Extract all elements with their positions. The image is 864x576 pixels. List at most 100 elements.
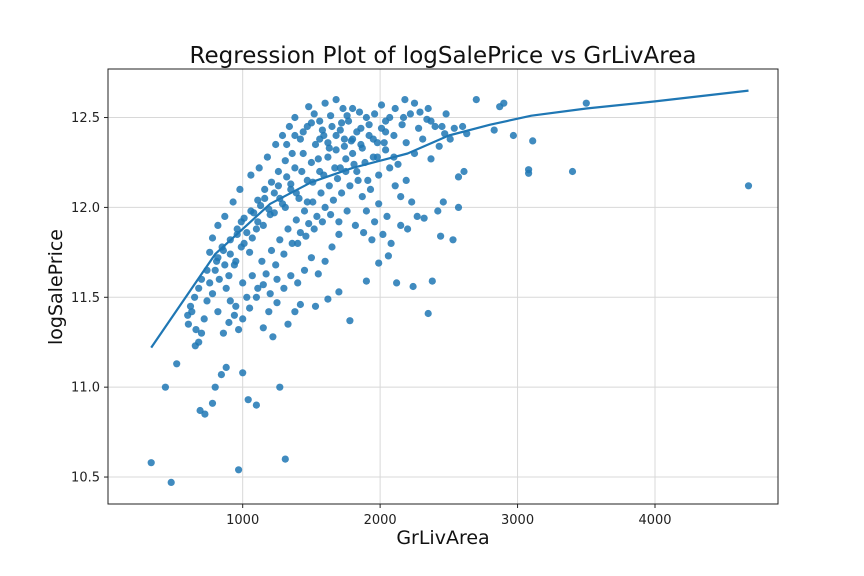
- data-point: [325, 182, 333, 190]
- data-point: [285, 122, 293, 131]
- data-point: [246, 248, 254, 256]
- data-point: [296, 229, 304, 237]
- data-point: [213, 257, 221, 265]
- data-point: [314, 155, 322, 163]
- data-point: [292, 216, 300, 224]
- data-point: [300, 266, 309, 274]
- data-point: [230, 311, 238, 319]
- data-point: [424, 104, 432, 113]
- data-point: [349, 104, 357, 113]
- data-point: [404, 225, 412, 233]
- y-axis-label: logSalePrice: [45, 229, 67, 345]
- data-point: [217, 371, 225, 379]
- data-point: [208, 399, 217, 407]
- data-point: [371, 110, 379, 118]
- data-point: [340, 142, 348, 150]
- data-point: [446, 135, 454, 143]
- data-point: [346, 317, 354, 325]
- data-point: [195, 338, 203, 346]
- data-point: [382, 117, 390, 125]
- data-point: [284, 320, 292, 328]
- data-point: [313, 212, 321, 220]
- data-point: [449, 236, 457, 244]
- data-point: [248, 234, 256, 242]
- data-point: [386, 164, 394, 172]
- data-point: [300, 207, 309, 215]
- data-point: [246, 304, 254, 312]
- data-point: [353, 167, 361, 176]
- data-point: [261, 194, 269, 202]
- data-point: [399, 113, 408, 122]
- data-point: [191, 293, 199, 301]
- data-point: [221, 212, 229, 220]
- data-point: [252, 401, 260, 409]
- data-point: [259, 281, 267, 289]
- data-point: [438, 122, 446, 131]
- data-point: [344, 117, 353, 125]
- data-point: [362, 113, 370, 122]
- data-point: [206, 248, 214, 256]
- data-point: [167, 478, 175, 486]
- data-point: [316, 117, 324, 125]
- data-point: [270, 189, 278, 197]
- data-point: [229, 198, 237, 206]
- data-point: [233, 225, 241, 233]
- data-point: [373, 139, 381, 147]
- data-point: [280, 250, 288, 258]
- data-point: [442, 110, 450, 118]
- data-point: [327, 112, 335, 120]
- data-point: [394, 160, 402, 168]
- plot-frame: [107, 68, 779, 505]
- data-point: [410, 99, 419, 107]
- data-point: [431, 122, 439, 131]
- data-point: [307, 254, 315, 262]
- data-point: [252, 293, 260, 301]
- data-point: [291, 131, 299, 140]
- data-point: [261, 185, 269, 193]
- data-point: [273, 299, 281, 307]
- data-point: [328, 243, 336, 251]
- data-point: [450, 124, 458, 132]
- data-point: [305, 220, 313, 228]
- data-point: [415, 124, 423, 132]
- data-point: [254, 218, 262, 226]
- data-point: [273, 275, 281, 283]
- data-point: [336, 164, 344, 172]
- data-point: [291, 113, 299, 122]
- data-point: [342, 155, 350, 163]
- data-point: [197, 329, 206, 337]
- data-point: [281, 455, 289, 463]
- data-point: [309, 198, 317, 206]
- data-point: [284, 225, 292, 233]
- data-point: [428, 277, 436, 285]
- data-point: [248, 272, 256, 280]
- data-point: [276, 236, 284, 244]
- data-point: [200, 315, 208, 323]
- data-point: [281, 203, 289, 211]
- data-point: [259, 324, 267, 332]
- data-point: [239, 279, 247, 287]
- data-point: [310, 110, 318, 118]
- data-point: [380, 139, 388, 147]
- data-point: [276, 383, 284, 391]
- data-point: [257, 202, 265, 210]
- y-axis-ticks: 10.5 11.0 11.5 12.0 12.5: [71, 111, 108, 486]
- data-point: [340, 135, 348, 143]
- data-point: [316, 135, 324, 143]
- data-point: [236, 185, 244, 193]
- data-point: [281, 157, 289, 165]
- data-point: [192, 326, 200, 334]
- data-point: [420, 214, 428, 222]
- data-point: [393, 279, 401, 287]
- data-point: [366, 185, 375, 193]
- data-point: [351, 221, 359, 229]
- data-point: [287, 180, 295, 188]
- data-point: [247, 207, 255, 215]
- data-point: [362, 277, 370, 285]
- data-point: [237, 243, 245, 251]
- data-point: [398, 121, 406, 129]
- data-point: [472, 96, 480, 104]
- data-point: [434, 207, 442, 215]
- data-point: [299, 149, 307, 158]
- data-point: [263, 153, 271, 161]
